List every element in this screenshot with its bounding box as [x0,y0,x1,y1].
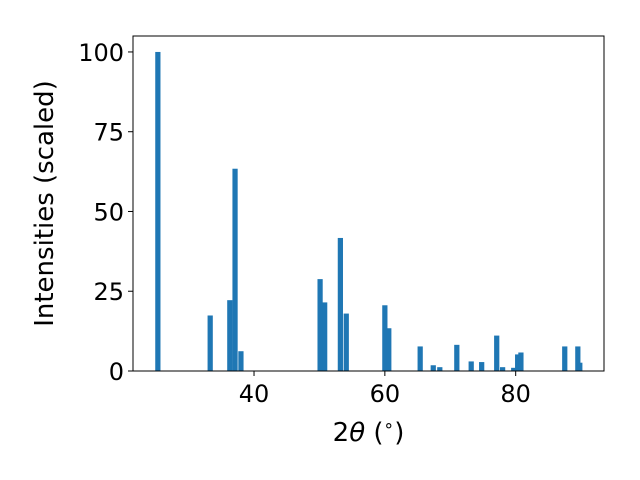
bar-19 [511,367,517,371]
bar-7 [337,237,343,371]
bars-group [155,51,583,371]
y-tick-label-1: 25 [93,278,124,306]
bar-13 [437,367,443,371]
bar-18 [499,367,506,371]
bar-4 [238,351,244,371]
bar-17 [494,335,500,371]
bar-8 [343,313,349,371]
y-tick-label-4: 100 [78,39,124,67]
bar-16 [479,362,485,371]
y-axis-label: Intensities (scaled) [30,80,60,327]
bar-3 [232,168,238,371]
bar-2 [227,300,233,371]
bar-22 [562,346,568,371]
bar-1 [207,315,213,371]
x-axis-label-theta: θ [349,418,365,448]
bar-11 [417,346,423,371]
x-axis-label: 2θ (∘) [333,416,405,448]
y-axis-ticks: 0 25 50 75 100 [78,39,133,386]
bar-0 [155,51,161,371]
x-axis-label-close: ) [394,418,404,448]
x-tick-label-2: 80 [500,380,531,408]
bar-14 [454,344,460,371]
plot-frame [132,35,605,372]
x-axis-label-degree: ∘ [384,416,395,436]
bar-6 [322,302,328,371]
x-axis-label-prefix: 2 [333,418,350,448]
bar-21 [518,352,524,371]
bar-15 [468,361,474,371]
bar-10 [386,328,392,371]
bar-12 [430,365,436,371]
x-axis-label-suffix: ( [365,418,383,448]
bar-9 [382,305,388,371]
y-tick-label-3: 75 [93,119,124,147]
bar-24 [577,362,583,371]
bar-23 [575,346,581,371]
x-axis-ticks: 40 60 80 [239,371,531,408]
bar-20 [515,354,521,371]
y-tick-label-2: 50 [93,198,124,226]
x-tick-label-1: 60 [370,380,401,408]
x-tick-label-0: 40 [239,380,270,408]
y-tick-label-0: 0 [109,358,124,386]
bar-5 [317,279,323,371]
